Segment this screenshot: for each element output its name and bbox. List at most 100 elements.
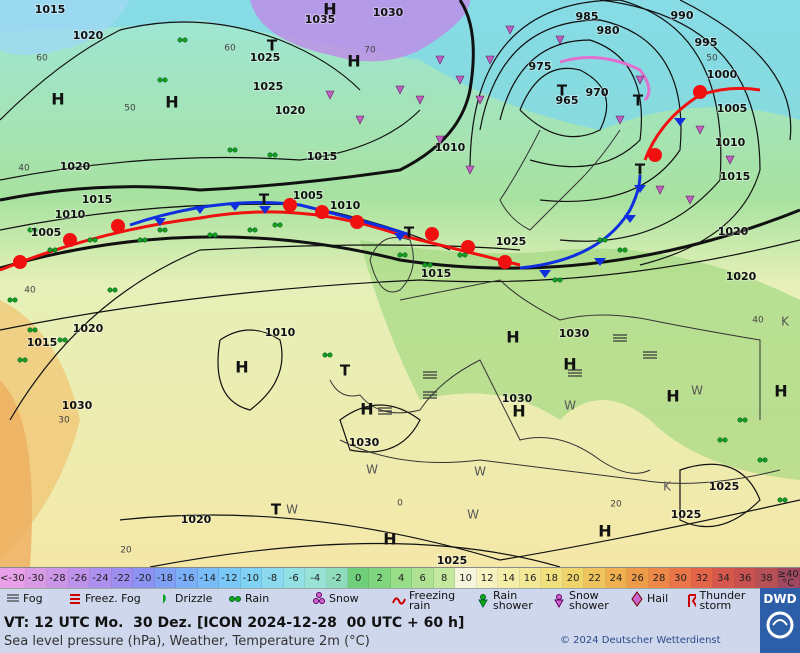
front-symbol [461,240,475,254]
logo-icon [766,611,794,639]
rain-symbol [212,232,218,238]
temperature-label: 70 [364,46,376,56]
high-label: H [666,387,679,406]
high-label: H [506,328,519,347]
land-area [360,240,800,480]
scale-cell: 28 [648,568,671,589]
rain-symbol [17,357,23,363]
snow-shower-symbol [455,75,465,85]
scale-cell: -10 [240,568,263,589]
isobar-label: 1020 [73,322,104,335]
front-symbol [350,215,364,229]
snow-shower-symbol [615,115,625,125]
front-symbol [693,85,707,99]
isobar-label: 1030 [62,399,93,412]
legend-icon [554,594,564,609]
isobar-label: 1015 [27,336,58,349]
scale-cell: -8 [262,568,284,589]
legend-item: Snow [312,591,359,607]
snow-shower-symbol [435,55,445,65]
rain-symbol [162,227,168,233]
rain-symbol [422,262,428,268]
scale-cell: -14 [197,568,220,589]
dwd-logo: DWD [760,588,800,653]
snow-shower-symbol [695,125,705,135]
legend-icon [7,594,19,602]
isobar-label: 1020 [73,29,104,42]
isobar-label: 1015 [82,193,113,206]
front-symbol [259,206,271,214]
high-label: H [512,402,525,421]
temperature-label: 0 [397,499,403,509]
scale-cell: 12 [476,568,499,589]
isobar-label: 1030 [373,6,404,19]
front-symbol [63,233,77,247]
isobar-label: 1010 [435,141,466,154]
low-label: T [271,501,282,519]
legend-label: Rain shower [493,589,533,612]
snow-shower-symbol [685,195,695,205]
isobar-label: 975 [529,60,552,73]
isobar-label: 1005 [293,189,324,202]
rain-symbol [272,222,278,228]
legend-label: Freezing rain [409,589,456,612]
rain-symbol [27,327,33,333]
legend-icon [229,596,241,602]
scale-cell: 22 [584,568,606,589]
legend-label: Snow shower [569,589,609,612]
rain-symbol [7,297,13,303]
high-label: H [51,90,64,109]
weather-legend: Fog Freez. Fog Drizzle Rain Snow Freezing rai… [0,588,760,614]
rain-symbol [722,437,728,443]
isobar-label: 1000 [707,68,738,81]
legend-item: Freez. Fog [68,591,141,607]
rain-symbol [782,497,788,503]
legend-label: Thunder storm [699,589,746,612]
isobar-label: 1010 [55,208,86,221]
high-label: H [323,0,336,19]
rain-symbol [277,222,283,228]
isobar-label: 995 [695,36,718,49]
scale-cell: 8 [433,568,456,589]
temperature-label: 40 [24,286,36,296]
weather-label: W [691,384,703,398]
isobar-label: 1020 [181,513,212,526]
rain-symbol [252,227,258,233]
legend-item: Drizzle [158,591,212,607]
isobar-label: 1015 [307,150,338,163]
rain-symbol [232,147,238,153]
front-symbol [283,198,297,212]
isobar-label: 1020 [718,225,749,238]
rain-symbol [617,247,623,253]
front-symbol [315,205,329,219]
isobar-label: 1030 [349,436,380,449]
rain-symbol [107,287,113,293]
scale-cell: 34 [713,568,735,589]
front-symbol [425,227,439,241]
snow-shower-symbol [415,95,425,105]
isobar-label: 1025 [709,480,740,493]
scale-cell: -24 [90,568,112,589]
rain-symbol [27,227,33,233]
rain-symbol [157,77,163,83]
snow-shower-symbol [655,185,665,195]
rain-symbol [47,247,53,253]
rain-symbol [92,237,98,243]
low-label: T [635,161,646,179]
rain-symbol [402,252,408,258]
temperature-label: 20 [610,500,622,510]
legend-label: Hail [647,592,669,605]
scale-cell: -12 [219,568,241,589]
warm-area [0,380,32,567]
scale-cell: ≥40 °C [777,568,800,589]
high-label: H [347,52,360,71]
rain-symbol [157,227,163,233]
isobar-label: 985 [576,10,599,23]
high-label: H [165,93,178,112]
rain-symbol [327,352,333,358]
rain-symbol [112,287,118,293]
rain-symbol [427,262,433,268]
scale-cell: 4 [390,568,413,589]
temperature-label: 50 [124,104,136,114]
